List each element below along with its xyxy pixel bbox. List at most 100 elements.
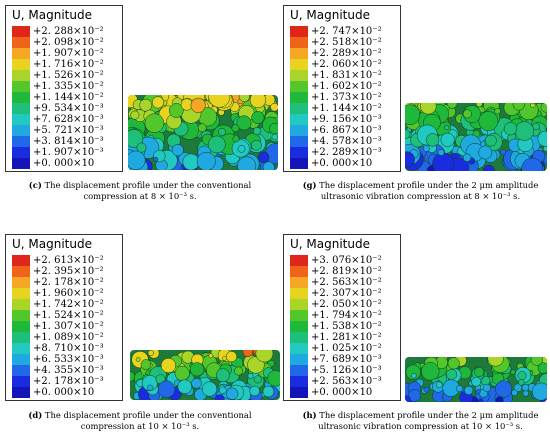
legend-row: +6. 867×10⁻³ <box>290 125 382 136</box>
particle <box>405 395 411 402</box>
particle <box>478 398 484 402</box>
legend-row: +0. 000×10 <box>290 158 372 169</box>
legend-tick-label: +1. 742×10⁻² <box>33 299 104 310</box>
legend-row: +1. 602×10⁻² <box>290 81 382 92</box>
color-swatch <box>290 354 308 365</box>
color-swatch <box>290 125 308 136</box>
legend-row: +2. 563×10⁻² <box>290 277 382 288</box>
legend-tick-label: +1. 602×10⁻² <box>311 81 382 92</box>
legend-row: +1. 307×10⁻² <box>12 321 104 332</box>
legend-tick-label: +4. 578×10⁻³ <box>311 136 382 147</box>
legend-row: +2. 563×10⁻³ <box>290 376 382 387</box>
color-swatch <box>12 310 30 321</box>
color-swatch <box>12 158 30 169</box>
legend-row: +3. 814×10⁻³ <box>12 136 104 147</box>
particle <box>405 129 411 139</box>
specimen-d <box>130 350 280 400</box>
legend-row: +1. 907×10⁻³ <box>12 147 104 158</box>
legend-title: U, Magnitude <box>12 237 92 251</box>
legend-tick-label: +1. 831×10⁻² <box>311 70 382 81</box>
legend-tick-label: +9. 534×10⁻³ <box>33 103 104 114</box>
legend-tick-label: +1. 907×10⁻² <box>33 48 104 59</box>
color-swatch <box>12 299 30 310</box>
particle <box>247 372 254 379</box>
particle <box>485 134 497 147</box>
legend-row: +2. 518×10⁻² <box>290 37 382 48</box>
legend-tick-label: +3. 814×10⁻³ <box>33 136 104 147</box>
legend-title: U, Magnitude <box>290 237 370 251</box>
legend-row: +1. 742×10⁻² <box>12 299 104 310</box>
particle <box>405 151 415 168</box>
particle <box>234 366 244 376</box>
legend-tick-label: +0. 000×10 <box>311 387 373 398</box>
particle <box>475 389 481 395</box>
legend-tick-label: +4. 355×10⁻³ <box>33 365 104 376</box>
particle <box>208 95 231 108</box>
particle <box>202 381 218 397</box>
particle <box>537 130 547 147</box>
particle <box>522 390 529 397</box>
particle <box>253 375 262 384</box>
particle <box>487 357 504 367</box>
particle <box>532 382 547 401</box>
caption-line2: compression at 8 × 10⁻³ s. <box>83 191 197 201</box>
particle <box>168 103 184 118</box>
color-swatch <box>12 288 30 299</box>
color-swatch <box>12 37 30 48</box>
legend-tick-label: +3. 076×10⁻² <box>311 255 382 266</box>
particle <box>177 379 193 394</box>
particle <box>216 368 230 383</box>
particle <box>252 127 262 136</box>
legend-tick-label: +1. 373×10⁻² <box>311 92 382 103</box>
color-swatch <box>290 255 308 266</box>
legend-tick-label: +7. 628×10⁻³ <box>33 114 104 125</box>
particle <box>182 153 200 170</box>
legend-title: U, Magnitude <box>12 8 92 22</box>
legend-tick-label: +2. 747×10⁻² <box>311 26 382 37</box>
legend-tick-label: +1. 524×10⁻² <box>33 310 104 321</box>
legend-row: +9. 156×10⁻³ <box>290 114 382 125</box>
legend-tick-label: +2. 178×10⁻³ <box>33 376 104 387</box>
legend-row: +5. 126×10⁻³ <box>290 365 382 376</box>
particle <box>475 103 483 108</box>
color-swatch <box>12 321 30 332</box>
particle <box>136 142 147 153</box>
particle <box>482 164 495 171</box>
legend-row: +1. 281×10⁻² <box>290 332 382 343</box>
legend-row: +0. 000×10 <box>12 158 94 169</box>
particle <box>530 103 536 109</box>
particle <box>455 385 464 393</box>
color-swatch <box>290 310 308 321</box>
legend-tick-label: +7. 689×10⁻³ <box>311 354 382 365</box>
legend-row: +9. 534×10⁻³ <box>12 103 104 114</box>
color-swatch <box>290 103 308 114</box>
legend-row: +5. 721×10⁻³ <box>12 125 104 136</box>
caption-g: (g) The displacement profile under the 2… <box>298 180 543 202</box>
legend-row: +1. 144×10⁻² <box>290 103 382 114</box>
particle <box>237 156 257 170</box>
legend-tick-label: +1. 538×10⁻² <box>311 321 382 332</box>
color-swatch <box>12 136 30 147</box>
caption-line1: The displacement profile under the 2 μm … <box>319 180 539 190</box>
color-swatch <box>12 365 30 376</box>
particle <box>423 386 430 393</box>
color-swatch <box>12 277 30 288</box>
color-swatch <box>290 48 308 59</box>
particle <box>420 103 437 115</box>
color-swatch <box>12 343 30 354</box>
color-swatch <box>290 332 308 343</box>
color-swatch <box>290 114 308 125</box>
legend-h: U, Magnitude +3. 076×10⁻² +2. 819×10⁻² +2.… <box>283 234 401 401</box>
legend-tick-label: +2. 307×10⁻² <box>311 288 382 299</box>
color-swatch <box>290 26 308 37</box>
particle <box>251 111 265 124</box>
color-swatch <box>12 92 30 103</box>
legend-row: +1. 538×10⁻² <box>290 321 382 332</box>
specimen-c <box>128 95 278 170</box>
legend-row: +2. 613×10⁻² <box>12 255 104 266</box>
particle <box>257 151 270 163</box>
legend-row: +6. 533×10⁻³ <box>12 354 104 365</box>
color-swatch <box>290 365 308 376</box>
legend-row: +7. 628×10⁻³ <box>12 114 104 125</box>
legend-row: +1. 025×10⁻² <box>290 343 382 354</box>
